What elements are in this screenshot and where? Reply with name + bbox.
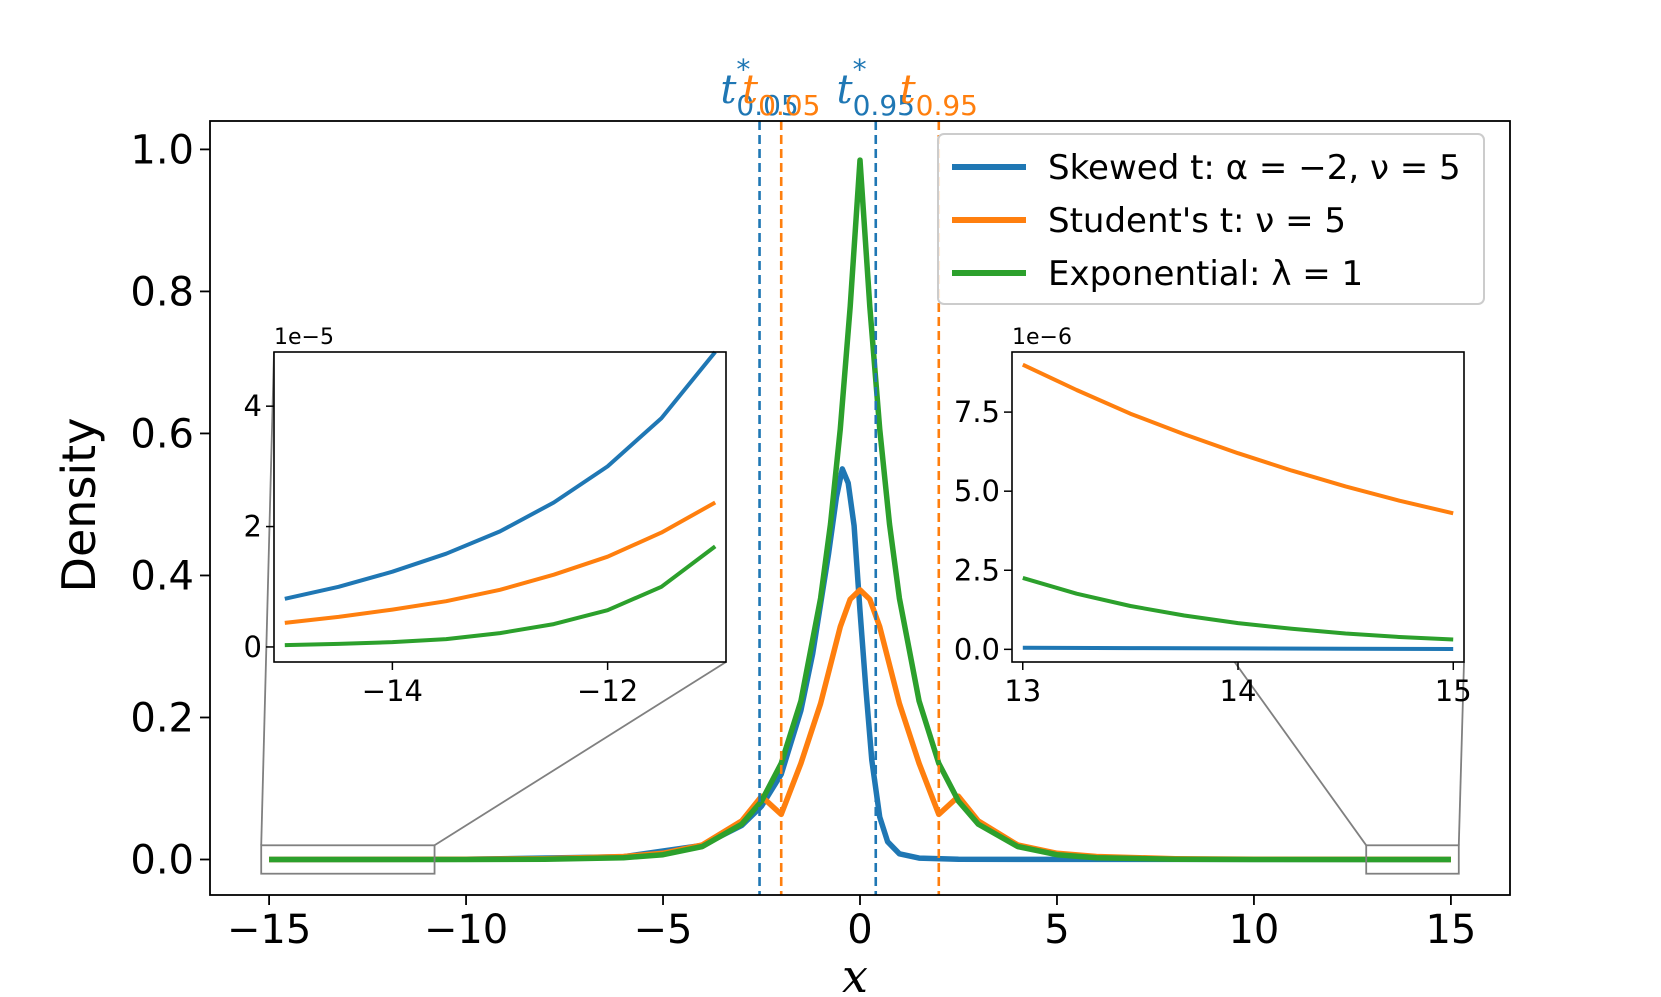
inset-y-tick-label: 4 [244, 389, 262, 423]
main-plot: −15 −10 −5 0 5 10 150.00.20.40.60.81.0t* 0.05t0… [130, 53, 1511, 953]
inset-y-tick-label: 2.5 [954, 553, 1000, 587]
inset-left-tail: −14 −12 0 2 4 1e−5 [244, 325, 727, 708]
quantile-label-main: t [742, 67, 759, 113]
quantile-label-main: t [720, 67, 737, 113]
series-line-exponential [269, 157, 1451, 863]
y-axis-label: Density [52, 418, 106, 593]
inset-x-tick-label: 13 [1004, 674, 1041, 708]
inset-series-line-skewed-t [284, 350, 717, 601]
x-tick-label: 10 [1228, 907, 1279, 953]
y-tick-label: 1.0 [130, 127, 194, 173]
zoom-connector [1457, 661, 1465, 846]
inset-right-tail: 13 14 15 0.0 2.5 5.0 7.5 1e−6 [954, 325, 1472, 708]
x-tick-label: 5 [1044, 907, 1069, 953]
inset-x-tick-label: −14 [362, 674, 423, 708]
inset-frame [1011, 351, 1465, 663]
inset-series-line-exponential [284, 544, 717, 648]
inset-scale-label: 1e−5 [274, 325, 334, 350]
quantile-label-sub: 0.95 [916, 89, 978, 122]
legend-label: Exponential: λ = 1 [1048, 254, 1363, 294]
quantile-label-main: t [837, 67, 854, 113]
inset-y-tick-label: 7.5 [954, 395, 1000, 429]
inset-series-line-student-s-t [1021, 362, 1454, 516]
plot-frame [209, 120, 1511, 896]
zoom-box [260, 844, 436, 875]
y-tick-label: 0.2 [130, 695, 194, 741]
zoom-connector [434, 661, 727, 847]
inset-y-tick-label: 0 [244, 630, 262, 664]
inset-y-tick-label: 5.0 [954, 474, 1000, 508]
y-tick-label: 0.8 [130, 269, 194, 315]
x-tick-label: −5 [634, 907, 693, 953]
inset-series-line-exponential [1022, 575, 1454, 642]
x-axis-label: x [842, 949, 868, 997]
zoom-connector [260, 351, 275, 846]
inset-background [1012, 352, 1464, 662]
inset-background [274, 352, 726, 662]
inset-x-tick-label: 14 [1220, 674, 1257, 708]
quantile-label-sup: * [853, 53, 867, 86]
quantile-label-sub: 0.05 [758, 89, 820, 122]
y-tick-label: 0.6 [130, 411, 194, 457]
legend-label: Skewed t: α = −2, ν = 5 [1048, 148, 1461, 188]
quantile-label: t0.05 [742, 67, 820, 122]
inset-y-tick-label: 0.0 [954, 632, 1000, 666]
inset-frame [273, 351, 727, 663]
quantile-label: t* 0.05 [720, 53, 798, 122]
quantile-label-sub: 0.95 [853, 89, 915, 122]
x-tick-label: 15 [1425, 907, 1476, 953]
quantile-label-sup: * [736, 53, 750, 86]
quantile-label: t* 0.95 [837, 53, 915, 122]
x-tick-label: −15 [227, 907, 311, 953]
y-tick-label: 0.0 [130, 837, 194, 883]
legend-box [937, 133, 1485, 305]
legend: Skewed t: α = −2, ν = 5 Student's t: ν = … [937, 133, 1485, 305]
inset-y-tick-label: 2 [244, 510, 262, 544]
quantile-label-sub: 0.05 [736, 89, 798, 122]
inset-x-tick-label: 15 [1435, 674, 1472, 708]
x-tick-label: 0 [847, 907, 872, 953]
x-tick-label: −10 [424, 907, 508, 953]
legend-label: Student's t: ν = 5 [1048, 201, 1346, 241]
y-tick-label: 0.4 [130, 553, 194, 599]
quantile-label-main: t [900, 67, 917, 113]
inset-x-tick-label: −12 [577, 674, 638, 708]
inset-series-line-student-s-t [284, 500, 717, 625]
inset-scale-label: 1e−6 [1012, 325, 1072, 350]
zoom-box [1365, 844, 1460, 875]
quantile-label: t0.95 [900, 67, 978, 122]
inset-series-line-skewed-t [1022, 645, 1454, 651]
